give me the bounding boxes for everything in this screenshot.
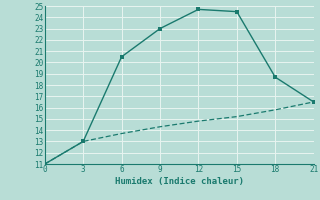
X-axis label: Humidex (Indice chaleur): Humidex (Indice chaleur) bbox=[115, 177, 244, 186]
